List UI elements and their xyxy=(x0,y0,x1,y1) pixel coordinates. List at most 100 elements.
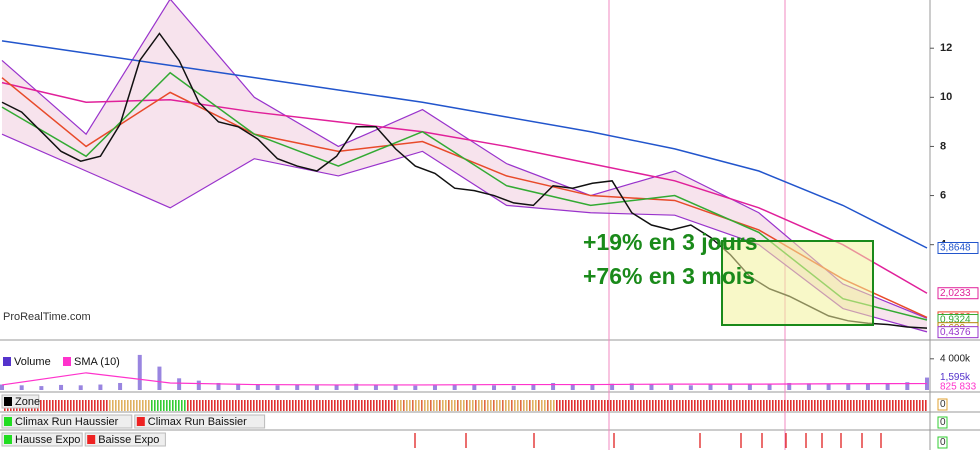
zone-stripe xyxy=(895,400,897,411)
zone-stripe xyxy=(904,400,906,411)
zone-stripe xyxy=(283,400,285,411)
volume-bar xyxy=(708,384,713,390)
zone-stripe xyxy=(532,400,534,411)
zone-stripe xyxy=(523,400,525,411)
zone-stripe xyxy=(715,400,717,411)
zone-stripe xyxy=(781,400,783,411)
legend-label: SMA (10) xyxy=(74,356,120,368)
zone-stripe xyxy=(430,400,432,411)
zone-stripe xyxy=(550,400,552,411)
zone-stripe xyxy=(670,400,672,411)
zone-stripe xyxy=(445,400,447,411)
zone-stripe xyxy=(223,400,225,411)
zone-stripe xyxy=(226,400,228,411)
zone-stripe xyxy=(901,400,903,411)
y-tick-label: 12 xyxy=(940,42,952,54)
zone-stripe xyxy=(595,400,597,411)
zone-stripe xyxy=(832,400,834,411)
zero-label: 0 xyxy=(940,399,946,410)
zone-stripe xyxy=(562,400,564,411)
zone-stripe xyxy=(478,400,480,411)
zone-stripe xyxy=(880,400,882,411)
zone-stripe xyxy=(265,400,267,411)
volume-bar xyxy=(846,384,851,390)
zone-stripe xyxy=(157,400,159,411)
zone-stripe xyxy=(292,400,294,411)
zone-stripe xyxy=(823,400,825,411)
y-tick-label: 6 xyxy=(940,189,946,201)
zone-stripe xyxy=(760,400,762,411)
volume-bar xyxy=(19,385,24,390)
zone-stripe xyxy=(337,400,339,411)
zone-stripe xyxy=(535,400,537,411)
zone-stripe xyxy=(313,400,315,411)
volume-bar xyxy=(334,384,339,390)
zone-stripe xyxy=(82,400,84,411)
zone-stripe xyxy=(343,400,345,411)
zone-stripe xyxy=(742,400,744,411)
zone-stripe xyxy=(664,400,666,411)
y-tick-label: 8 xyxy=(940,140,946,152)
zone-stripe xyxy=(448,400,450,411)
zone-stripe xyxy=(91,400,93,411)
zero-tag xyxy=(937,436,948,449)
zone-stripe xyxy=(307,400,309,411)
zone-stripe xyxy=(907,400,909,411)
volume-bar xyxy=(590,384,595,390)
zone-stripe xyxy=(727,400,729,411)
zone-stripe xyxy=(499,400,501,411)
zone-stripe xyxy=(730,400,732,411)
volume-bar xyxy=(865,383,870,390)
zone-stripe xyxy=(238,400,240,411)
zone-stripe xyxy=(691,400,693,411)
zone-stripe xyxy=(559,400,561,411)
zone-stripe xyxy=(469,400,471,411)
zone-stripe xyxy=(835,400,837,411)
zone-stripe xyxy=(181,400,183,411)
zone-stripe xyxy=(667,400,669,411)
zone-stripe xyxy=(619,400,621,411)
zone-stripe xyxy=(151,400,153,411)
legend-box xyxy=(1,432,83,447)
zone-stripe xyxy=(439,400,441,411)
volume-bar xyxy=(432,385,437,390)
zone-stripe xyxy=(568,400,570,411)
zone-stripe xyxy=(853,400,855,411)
zone-stripe xyxy=(556,400,558,411)
zone-stripe xyxy=(751,400,753,411)
zone-stripe xyxy=(220,400,222,411)
zone-stripe xyxy=(622,400,624,411)
zone-stripe xyxy=(346,400,348,411)
zone-stripe xyxy=(571,400,573,411)
zone-stripe xyxy=(694,400,696,411)
zone-stripe xyxy=(418,400,420,411)
zone-stripe xyxy=(784,400,786,411)
zone-stripe xyxy=(142,400,144,411)
zone-stripe xyxy=(673,400,675,411)
zone-stripe xyxy=(133,400,135,411)
volume-bar xyxy=(255,384,260,390)
zone-stripe xyxy=(43,400,45,411)
zone-stripe xyxy=(706,400,708,411)
zone-stripe xyxy=(889,400,891,411)
zone-stripe xyxy=(658,400,660,411)
zone-stripe xyxy=(325,400,327,411)
zone-stripe xyxy=(424,400,426,411)
zone-stripe xyxy=(799,400,801,411)
zone-stripe xyxy=(400,400,402,411)
zone-stripe xyxy=(385,400,387,411)
zone-stripe xyxy=(850,400,852,411)
zone-stripe xyxy=(517,400,519,411)
zone-stripe xyxy=(601,400,603,411)
zone-stripe xyxy=(358,400,360,411)
zone-stripe xyxy=(811,400,813,411)
highlight-box xyxy=(721,240,874,326)
zone-stripe xyxy=(55,400,57,411)
zone-stripe xyxy=(160,400,162,411)
zone-stripe xyxy=(289,400,291,411)
zone-stripe xyxy=(682,400,684,411)
zone-stripe xyxy=(574,400,576,411)
volume-bar xyxy=(78,385,83,390)
volume-bar xyxy=(806,383,811,390)
zone-stripe xyxy=(676,400,678,411)
